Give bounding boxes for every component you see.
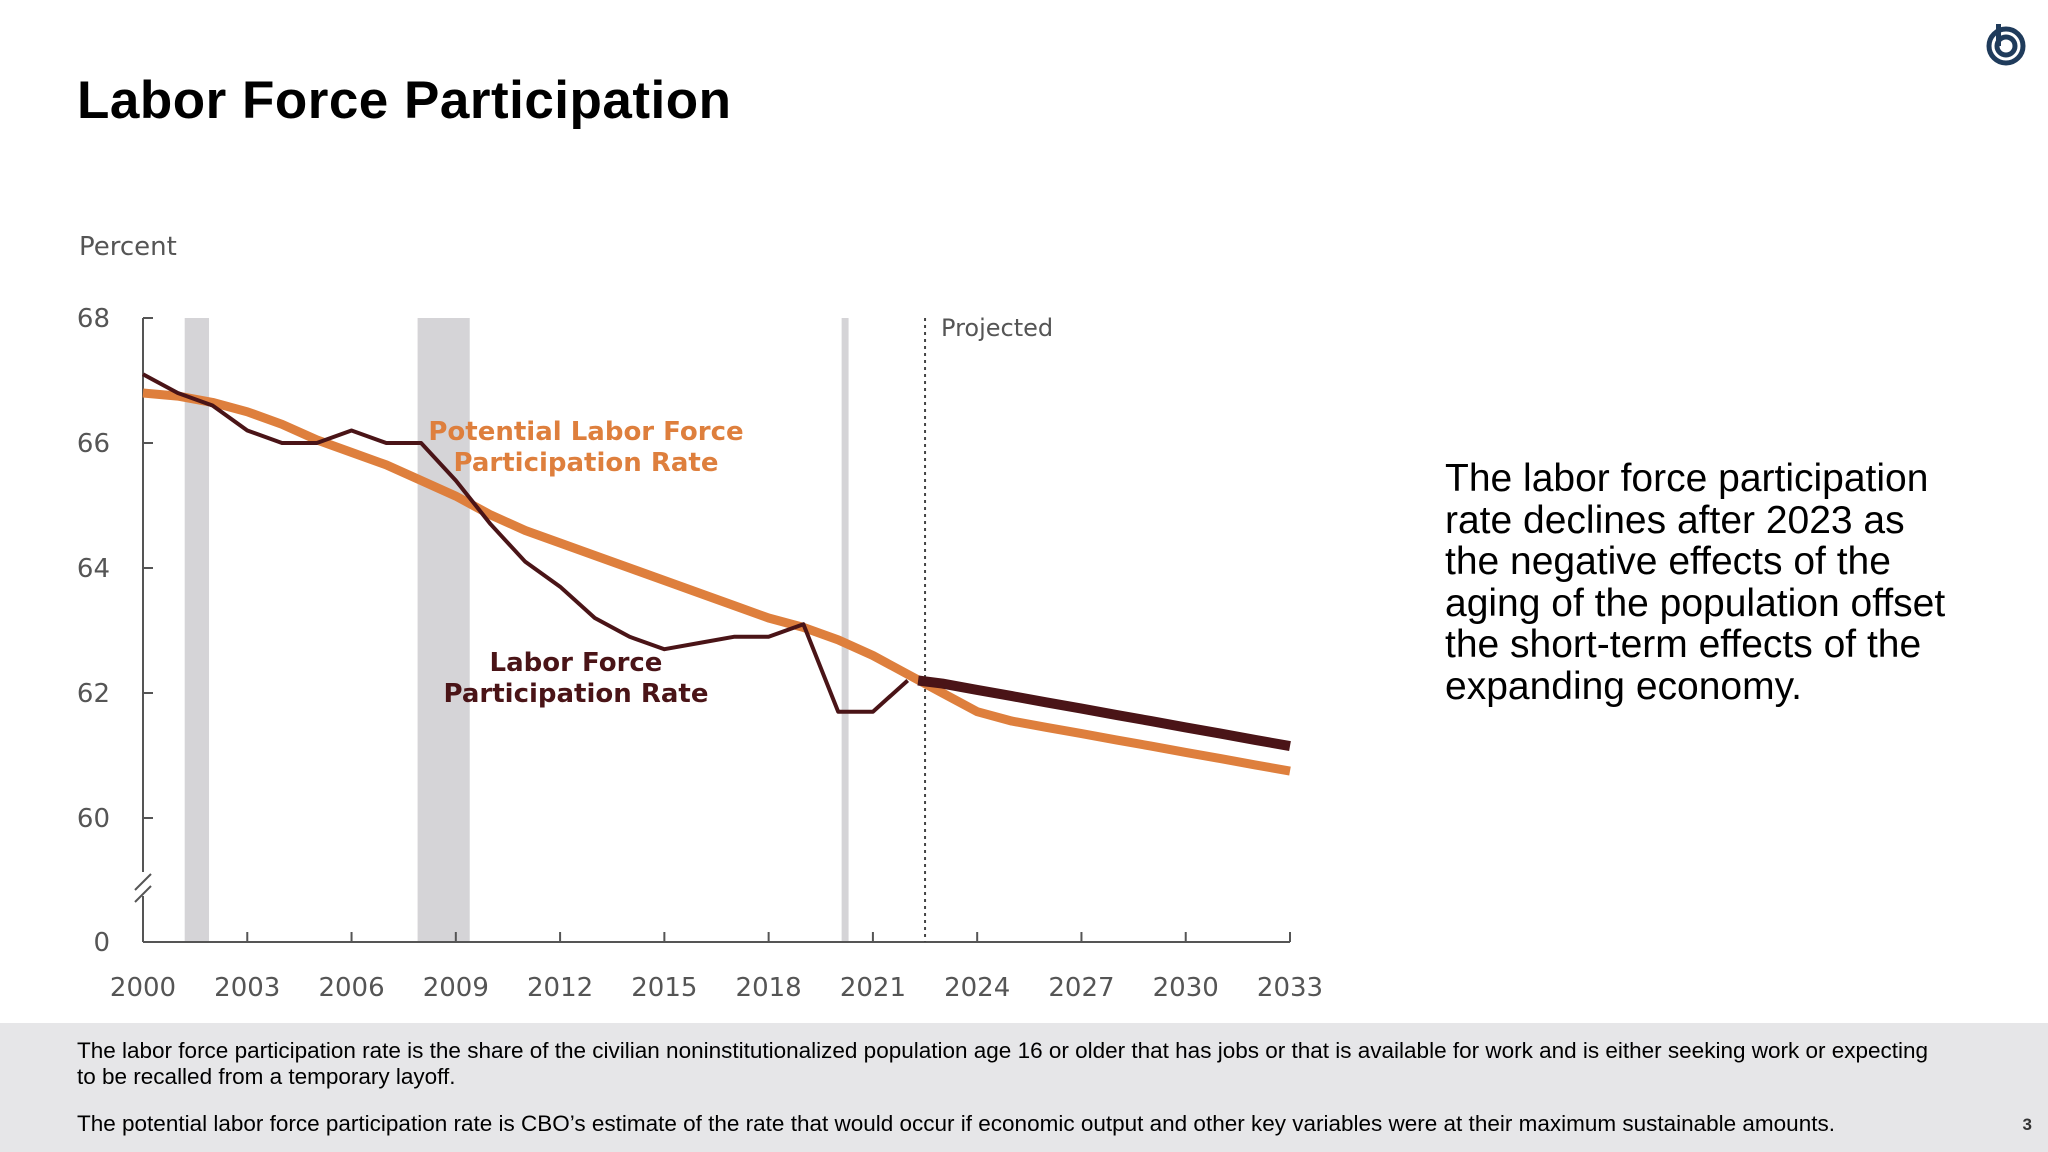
- actual-series-label-line2: Participation Rate: [444, 679, 709, 709]
- chart-ticks: 0 60 62 64 66 68 Percent 2000 2003 2006 2009 2012 20…: [77, 232, 1323, 1003]
- potential-series-label-line2: Participation Rate: [454, 448, 719, 478]
- x-tick-label: 2009: [423, 973, 489, 1003]
- axis-break-mark: [134, 885, 152, 903]
- recession-band: [417, 318, 470, 942]
- actual-rate-line: [142, 372, 910, 714]
- x-tick-label: 2027: [1048, 973, 1114, 1003]
- cbo-logo-icon: [1986, 24, 2026, 66]
- slide-title: Labor Force Participation: [77, 71, 732, 130]
- projected-label: Projected: [941, 314, 1053, 342]
- footnote-definition-actual: The labor force participation rate is th…: [77, 1038, 1929, 1089]
- chart-axes: [134, 318, 1290, 943]
- y-tick-label: 68: [77, 304, 110, 334]
- footnote-definition-potential: The potential labor force participation …: [77, 1111, 1835, 1136]
- x-tick-label: 2015: [631, 973, 697, 1003]
- x-tick-label: 2000: [110, 973, 176, 1003]
- axis-break-mark: [134, 873, 152, 891]
- x-tick-label: 2033: [1257, 973, 1323, 1003]
- footnotes-panel: The labor force participation rate is th…: [0, 1023, 2048, 1152]
- y-tick-label: 60: [77, 804, 110, 834]
- y-tick-label: 62: [77, 679, 110, 709]
- commentary-text: The labor force participation rate decli…: [1445, 457, 1946, 708]
- potential-series-label-line1: Potential Labor Force: [428, 417, 743, 447]
- x-tick-label: 2012: [527, 973, 593, 1003]
- potential-rate-line: [142, 388, 1291, 776]
- projected-rate-line: [917, 675, 1291, 752]
- recession-bands: [184, 318, 849, 942]
- x-tick-label: 2030: [1153, 973, 1219, 1003]
- line-chart: 0 60 62 64 66 68 Percent 2000 2003 2006 2009 2012 20…: [77, 232, 1323, 1003]
- x-tick-label: 2024: [944, 973, 1010, 1003]
- x-tick-label: 2003: [214, 973, 280, 1003]
- actual-series-label-line1: Labor Force: [490, 648, 663, 678]
- chart-series: [142, 372, 1291, 776]
- x-tick-label: 2018: [736, 973, 802, 1003]
- recession-band: [184, 318, 210, 942]
- page-number: 3: [2022, 1115, 2032, 1134]
- y-tick-label: 64: [77, 554, 110, 584]
- x-tick-label: 2006: [318, 973, 384, 1003]
- x-tick-label: 2021: [840, 973, 906, 1003]
- y-tick-label: 0: [93, 928, 110, 958]
- recession-band: [841, 318, 849, 942]
- y-tick-label: 66: [77, 429, 110, 459]
- y-axis-label: Percent: [79, 232, 177, 262]
